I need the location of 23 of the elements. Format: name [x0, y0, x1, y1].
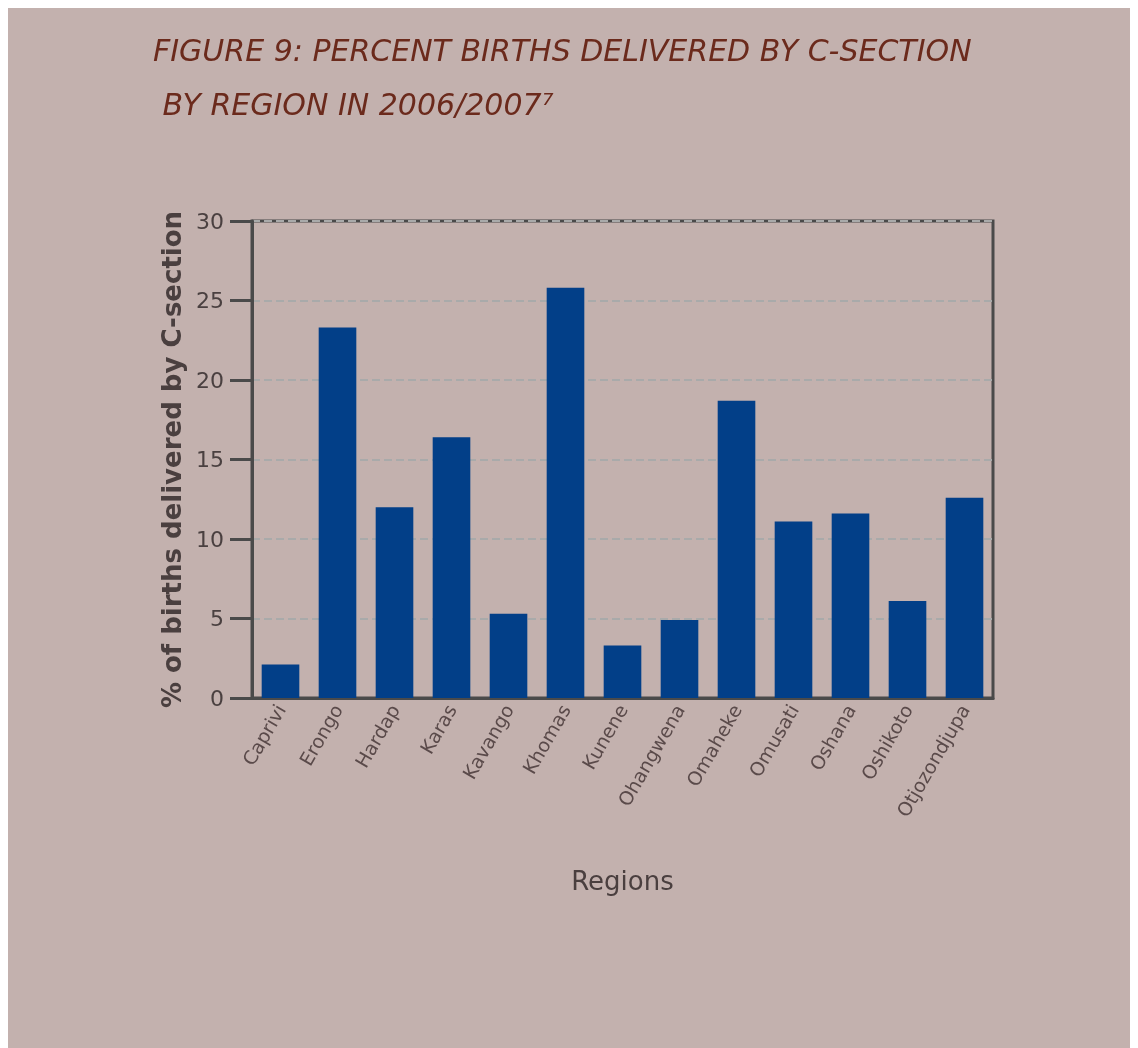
bar [546, 287, 585, 698]
bar [945, 497, 984, 698]
y-tick-label: 10 [196, 526, 224, 552]
y-tick-label: 25 [196, 288, 224, 313]
bar [774, 521, 813, 698]
bar [660, 620, 699, 698]
bar [432, 437, 471, 698]
bar [318, 327, 357, 698]
bar [489, 613, 528, 698]
bar [888, 601, 927, 698]
y-tick-label: 0 [210, 685, 224, 711]
bar [375, 507, 414, 698]
bar [261, 664, 300, 698]
y-tick-label: 20 [196, 367, 224, 393]
bar [831, 513, 870, 698]
chart-title: FIGURE 9: PERCENT BIRTHS DELIVERED BY C-SECTION BY REGION IN 2006/2007⁷ [153, 32, 972, 122]
y-tick-label: 15 [196, 447, 224, 472]
y-axis-title: % of births delivered by C-section [157, 210, 188, 709]
x-axis-title: Regions [571, 866, 674, 896]
bar [717, 400, 756, 698]
bar [603, 645, 642, 698]
y-tick-label: 5 [210, 606, 224, 631]
y-tick-label: 30 [196, 208, 224, 234]
